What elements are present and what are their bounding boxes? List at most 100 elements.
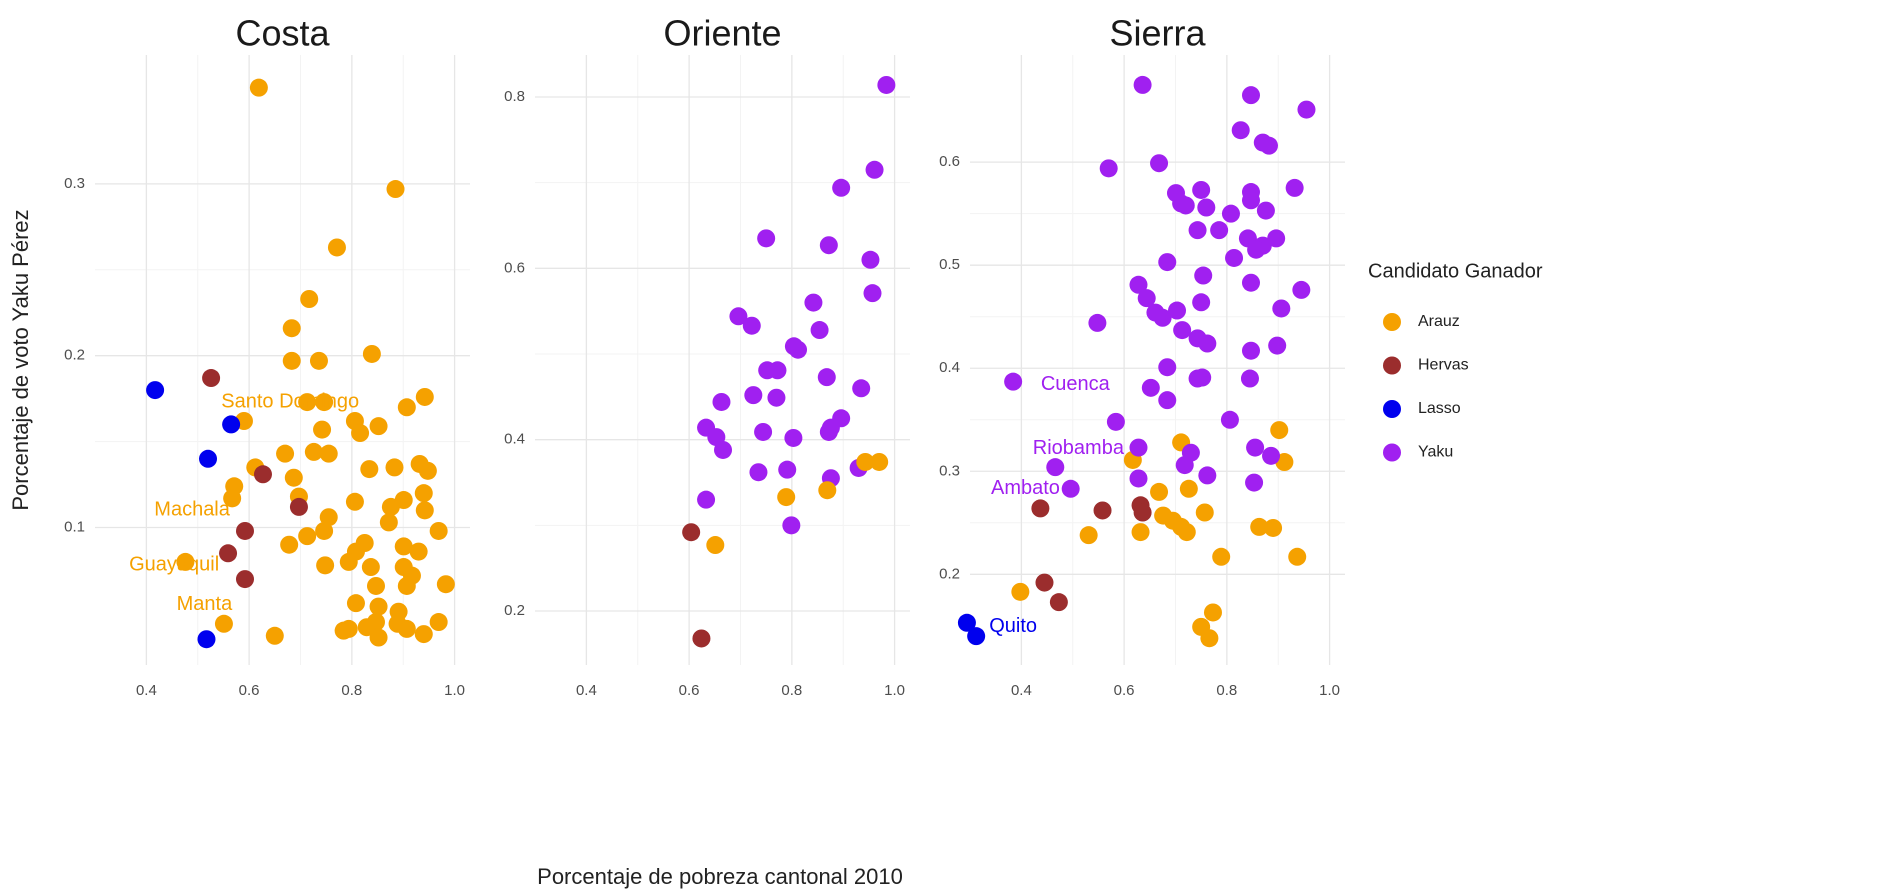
legend-label: Arauz xyxy=(1418,313,1460,330)
point xyxy=(414,625,433,644)
point xyxy=(1195,503,1214,522)
point xyxy=(754,422,773,441)
point xyxy=(414,484,433,503)
point xyxy=(1129,469,1148,488)
point xyxy=(1250,517,1269,536)
point xyxy=(877,75,896,94)
point xyxy=(1264,518,1283,537)
point xyxy=(1079,526,1098,545)
legend-label: Hervas xyxy=(1418,357,1469,374)
point xyxy=(339,552,358,571)
point xyxy=(1106,412,1125,431)
annotation: Cuenca xyxy=(1041,373,1111,395)
point xyxy=(1247,240,1266,259)
point xyxy=(1297,100,1316,119)
point xyxy=(309,351,328,370)
point xyxy=(1245,473,1264,492)
point xyxy=(856,452,875,471)
point xyxy=(1267,229,1286,248)
point xyxy=(1035,573,1054,592)
x-tick-label: 1.0 xyxy=(444,682,465,699)
point xyxy=(863,284,882,303)
y-axis-label: Porcentaje de voto Yaku Pérez xyxy=(8,209,33,510)
point xyxy=(1150,482,1169,501)
point xyxy=(1240,369,1259,388)
point xyxy=(1198,334,1217,353)
point xyxy=(821,418,840,437)
y-tick-label: 0.8 xyxy=(504,88,525,105)
point xyxy=(729,307,748,326)
annotation: Quito xyxy=(989,615,1037,637)
point xyxy=(1049,593,1068,612)
point xyxy=(394,537,413,556)
point xyxy=(1158,358,1177,377)
point xyxy=(768,361,787,380)
x-tick-label: 1.0 xyxy=(1319,682,1340,699)
annotation: Manta xyxy=(177,593,233,615)
point xyxy=(362,344,381,363)
point xyxy=(197,630,216,649)
point xyxy=(304,442,323,461)
point xyxy=(832,178,851,197)
point xyxy=(1193,368,1212,387)
facet-title: Sierra xyxy=(1109,13,1206,54)
point xyxy=(865,160,884,179)
y-tick-label: 0.6 xyxy=(504,259,525,276)
point xyxy=(236,521,254,540)
legend-swatch xyxy=(1383,443,1401,462)
point xyxy=(1031,499,1050,518)
y-tick-label: 0.2 xyxy=(939,565,960,582)
point xyxy=(394,491,413,510)
point xyxy=(1129,275,1148,294)
point xyxy=(222,415,241,434)
point xyxy=(1153,308,1172,327)
point xyxy=(810,321,829,340)
point xyxy=(289,497,308,516)
point xyxy=(315,393,334,412)
point xyxy=(214,614,233,633)
point xyxy=(369,417,388,436)
point xyxy=(346,594,365,613)
point xyxy=(199,449,218,468)
x-tick-label: 0.6 xyxy=(679,682,700,699)
point xyxy=(345,492,364,511)
point xyxy=(366,576,385,595)
legend-swatch xyxy=(1383,356,1401,375)
point xyxy=(1197,198,1216,217)
point xyxy=(1194,266,1213,285)
point xyxy=(436,575,455,594)
point xyxy=(1099,159,1118,178)
y-tick-label: 0.4 xyxy=(504,431,525,448)
legend-label: Lasso xyxy=(1418,400,1461,417)
y-tick-label: 0.5 xyxy=(939,256,960,273)
point xyxy=(236,570,254,589)
point xyxy=(357,618,376,637)
point xyxy=(957,613,976,632)
point xyxy=(265,626,284,645)
point xyxy=(1259,136,1278,155)
point xyxy=(327,238,346,257)
y-tick-label: 0.1 xyxy=(64,519,85,536)
y-tick-label: 0.3 xyxy=(64,175,85,192)
point xyxy=(1150,154,1169,173)
point xyxy=(1004,372,1023,391)
point xyxy=(386,180,405,199)
point xyxy=(1173,321,1192,340)
point xyxy=(861,250,880,269)
point xyxy=(749,463,768,482)
legend-swatch xyxy=(1383,400,1401,418)
x-tick-label: 0.4 xyxy=(576,682,597,699)
point xyxy=(817,368,836,387)
point xyxy=(682,523,701,542)
annotation: Guayaquil xyxy=(129,554,219,576)
point xyxy=(1203,603,1222,622)
point xyxy=(1137,289,1156,308)
point xyxy=(1225,248,1244,267)
point xyxy=(1046,458,1065,477)
point xyxy=(1198,466,1217,485)
point xyxy=(1200,629,1219,648)
y-tick-label: 0.6 xyxy=(939,153,960,170)
point xyxy=(870,452,889,471)
point xyxy=(757,229,776,248)
